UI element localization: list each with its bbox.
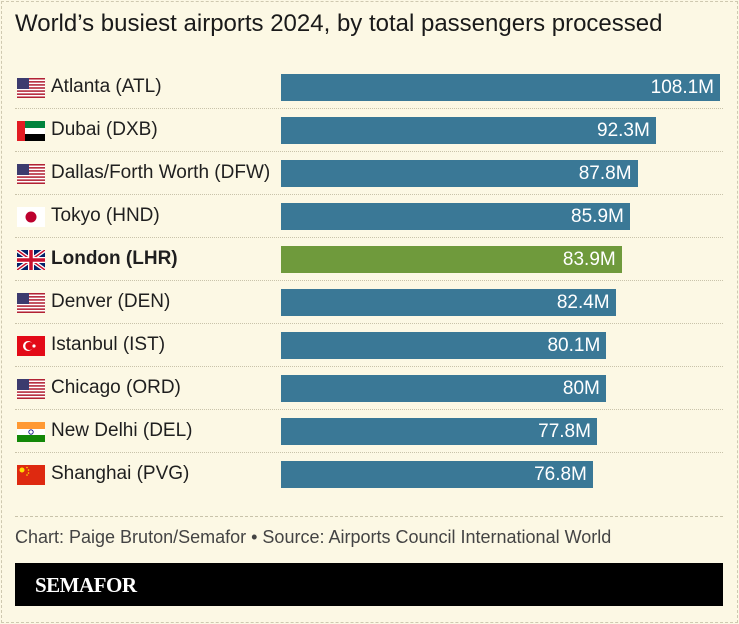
- data-label: 80.1M: [547, 335, 601, 356]
- category-label: New Delhi (DEL): [51, 420, 193, 441]
- source-note: Chart: Paige Bruton/Semafor • Source: Ai…: [15, 527, 612, 547]
- bar-row: Tokyo (HND) 85.9M: [15, 195, 723, 238]
- bar: 83.9M: [281, 246, 622, 273]
- data-label: 108.1M: [650, 77, 714, 98]
- data-label: 87.8M: [578, 163, 632, 184]
- row-divider: [15, 108, 723, 109]
- data-label: 77.8M: [538, 421, 591, 442]
- bar: 108.1M: [281, 74, 720, 101]
- bar: 76.8M: [281, 461, 593, 488]
- flag-cn-icon: [17, 465, 45, 485]
- flag-ae-icon: [17, 121, 45, 141]
- category-label: Denver (DEN): [51, 291, 171, 312]
- bar-row: New Delhi (DEL) 77.8M: [15, 410, 723, 453]
- bar: 80.1M: [281, 332, 607, 359]
- category-label: Istanbul (IST): [51, 334, 166, 355]
- bar-row: Shanghai (PVG) 76.8M: [15, 453, 723, 496]
- bar: 82.4M: [281, 289, 616, 316]
- bar-row: Dallas/Forth Worth (DFW) 87.8M: [15, 152, 723, 195]
- flag-us-icon: [17, 293, 45, 313]
- flag-tr-icon: [17, 336, 45, 356]
- row-divider: [15, 194, 723, 195]
- flag-jp-icon: [17, 207, 45, 227]
- flag-us-icon: [17, 379, 45, 399]
- row-divider: [15, 280, 723, 281]
- bar: 77.8M: [281, 418, 597, 445]
- footer-divider: [15, 516, 723, 517]
- chart-title: World’s busiest airports 2024, by total …: [15, 10, 663, 37]
- flag-gb-icon: [15, 248, 47, 272]
- category-label: Chicago (ORD): [51, 377, 181, 398]
- row-divider: [15, 452, 723, 453]
- bar-row: Istanbul (IST) 80.1M: [15, 324, 723, 367]
- semafor-logo: SEMAFOR: [35, 573, 137, 597]
- row-divider: [15, 366, 723, 367]
- category-label: Tokyo (HND): [51, 205, 160, 226]
- flag-us-icon: [17, 78, 45, 98]
- row-divider: [15, 323, 723, 324]
- row-divider: [15, 409, 723, 410]
- bar-row: Chicago (ORD) 80M: [15, 367, 723, 410]
- data-label: 92.3M: [597, 120, 650, 141]
- data-label: 76.8M: [534, 464, 587, 485]
- bar: 85.9M: [281, 203, 630, 230]
- data-label: 82.4M: [556, 292, 610, 313]
- category-label: Shanghai (PVG): [51, 463, 190, 484]
- bar-row: Dubai (DXB) 92.3M: [15, 109, 723, 152]
- row-divider: [15, 237, 723, 238]
- row-divider: [15, 151, 723, 152]
- bar-row: London (LHR) 83.9M: [15, 238, 723, 281]
- category-label: Atlanta (ATL): [51, 76, 162, 97]
- bar-row: Denver (DEN) 82.4M: [15, 281, 723, 324]
- flag-in-icon: [17, 422, 45, 442]
- category-label: Dallas/Forth Worth (DFW): [51, 162, 271, 183]
- bar: 80M: [281, 375, 606, 402]
- bar: 87.8M: [281, 160, 638, 187]
- data-label: 80M: [562, 378, 600, 399]
- category-label: Dubai (DXB): [51, 119, 158, 140]
- category-label: London (LHR): [51, 248, 178, 269]
- bar-row: Atlanta (ATL) 108.1M: [15, 66, 723, 109]
- flag-us-icon: [17, 164, 45, 184]
- brand-bar: SEMAFOR: [15, 563, 723, 606]
- data-label: 85.9M: [571, 206, 624, 227]
- bar: 92.3M: [281, 117, 656, 144]
- data-label: 83.9M: [562, 249, 616, 270]
